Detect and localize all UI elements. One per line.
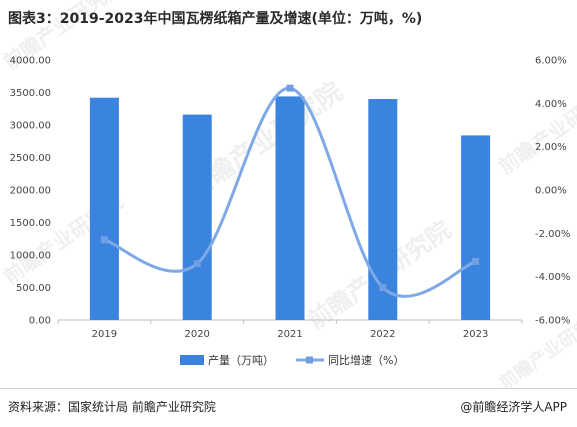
right-tick-label: 2.00% xyxy=(535,142,567,153)
brand-credit: @前瞻经济学人APP xyxy=(460,400,567,414)
line-series xyxy=(100,84,480,298)
right-tick-label: -6.00% xyxy=(535,316,570,327)
right-tick-label: -2.00% xyxy=(535,229,570,240)
legend-label-bar: 产量（万吨） xyxy=(208,353,274,367)
left-tick-label: 0.00 xyxy=(29,316,51,327)
x-axis: 2019 2020 2021 2022 2023 xyxy=(57,319,523,340)
left-tick-label: 2500.00 xyxy=(10,153,51,164)
left-tick-label: 2000.00 xyxy=(10,186,51,197)
x-tick-label: 2020 xyxy=(184,329,209,340)
source-note: 资料来源：国家统计局 前瞻产业研究院 xyxy=(8,400,216,414)
growth-marker xyxy=(286,84,294,92)
right-tick-label: 6.00% xyxy=(535,56,567,67)
chart-canvas: 前瞻产业研究院前瞻产业研究院前瞻产业研究院前瞻产业研究院前瞻产业研究院前瞻产业研… xyxy=(0,0,577,388)
right-tick-label: -4.00% xyxy=(535,272,570,283)
right-tick-label: 4.00% xyxy=(535,99,567,110)
footer-divider xyxy=(0,388,577,389)
legend: 产量（万吨） 同比增速（%） xyxy=(180,353,404,367)
right-axis: -6.00% -4.00% -2.00% 0.00% 2.00% 4.00% 6.00% xyxy=(535,56,570,327)
x-tick-label: 2019 xyxy=(92,329,117,340)
watermark-text: 前瞻产业研究院 xyxy=(494,79,577,179)
left-tick-label: 1500.00 xyxy=(10,218,51,229)
left-tick-label: 3000.00 xyxy=(10,121,51,132)
bar xyxy=(461,135,491,320)
right-tick-label: 0.00% xyxy=(535,186,567,197)
legend-label-line: 同比增速（%） xyxy=(328,353,404,367)
bar xyxy=(182,114,212,320)
bar xyxy=(368,99,398,320)
bar-series xyxy=(89,96,491,321)
legend-swatch-marker xyxy=(306,356,313,364)
legend-swatch-bar xyxy=(180,355,204,365)
x-tick-label: 2021 xyxy=(277,329,302,340)
left-tick-label: 4000.00 xyxy=(10,56,51,67)
bar xyxy=(89,97,119,320)
x-tick-label: 2022 xyxy=(370,329,395,340)
x-tick-label: 2023 xyxy=(463,329,488,340)
growth-marker xyxy=(379,284,387,291)
left-tick-label: 1000.00 xyxy=(10,251,51,262)
left-tick-label: 3500.00 xyxy=(10,88,51,99)
chart-title: 图表3：2019-2023年中国瓦楞纸箱产量及增速(单位：万吨，%) xyxy=(8,11,423,27)
growth-marker xyxy=(472,258,480,265)
left-axis: 0.00 500.00 1000.00 1500.00 2000.00 2500.00 30… xyxy=(10,56,51,327)
growth-marker xyxy=(193,260,201,268)
left-tick-label: 500.00 xyxy=(16,283,51,294)
bar xyxy=(275,96,305,321)
growth-marker xyxy=(100,236,108,244)
